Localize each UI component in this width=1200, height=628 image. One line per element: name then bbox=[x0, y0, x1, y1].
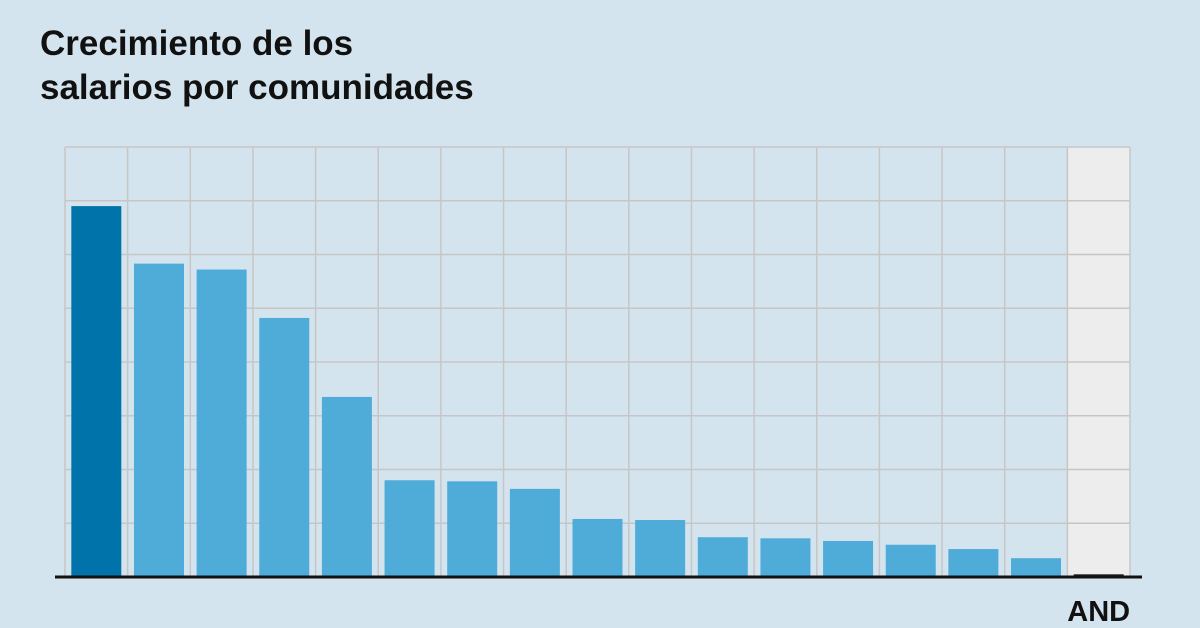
bar bbox=[885, 544, 936, 577]
bar bbox=[635, 520, 686, 577]
bar bbox=[196, 269, 247, 577]
chart-title-line-1: Crecimiento de los bbox=[40, 24, 354, 63]
bar bbox=[572, 518, 623, 577]
bar bbox=[71, 206, 122, 577]
bar bbox=[133, 263, 184, 577]
bar bbox=[259, 317, 310, 577]
bar bbox=[760, 538, 811, 577]
chart-title-line-2: salarios por comunidades bbox=[40, 68, 474, 107]
bar bbox=[1011, 558, 1062, 577]
bar bbox=[823, 540, 874, 577]
bar bbox=[384, 480, 435, 577]
bar bbox=[321, 396, 372, 577]
bar bbox=[948, 549, 999, 577]
bar bbox=[697, 537, 748, 577]
x-tick-label: AND bbox=[1067, 596, 1130, 628]
bar bbox=[509, 488, 560, 577]
chart-title: Crecimiento de los salarios por comunida… bbox=[40, 22, 474, 110]
bar bbox=[447, 481, 498, 577]
